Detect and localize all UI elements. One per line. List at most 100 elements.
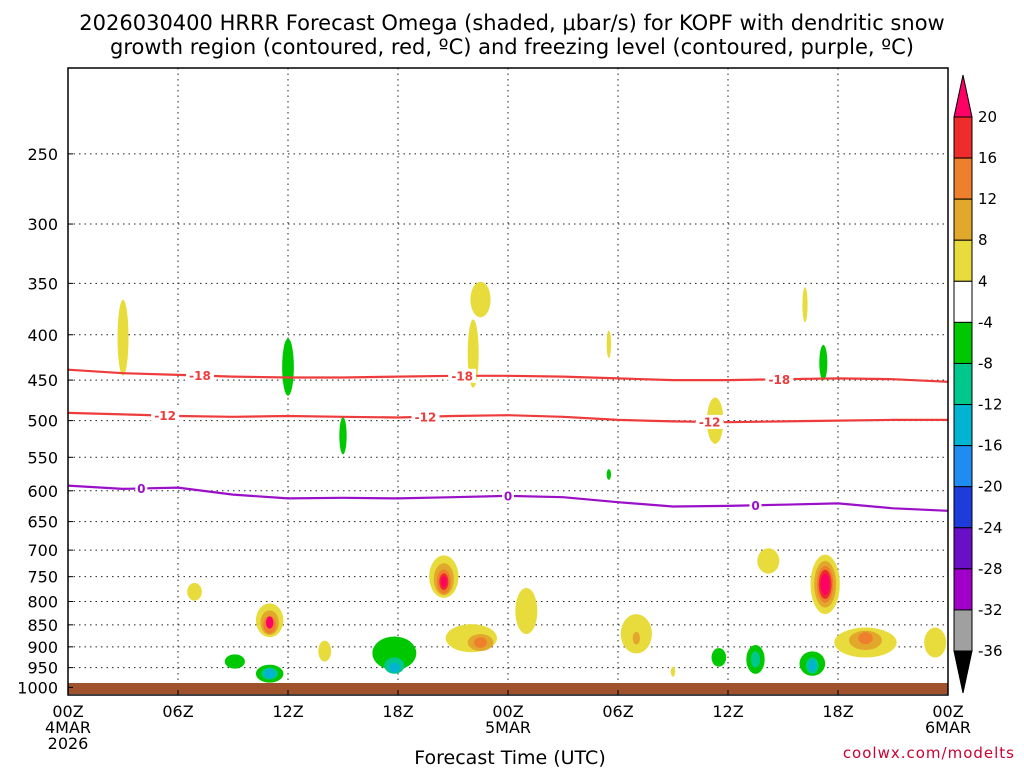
colorbar-bin-7 [953, 404, 973, 447]
chart-title-line-1: 2026030400 HRRR Forecast Omega (shaded, … [79, 11, 944, 35]
omega-region-27 [441, 575, 447, 588]
omega-region-18 [264, 668, 276, 679]
colorbar-tick-1: 16 [978, 149, 997, 167]
omega-region-41 [808, 659, 816, 672]
contour-layer: -18 -18 -18 -12 -12 -12 0 0 0 [67, 368, 949, 513]
colorbar-tick-11: -28 [978, 560, 1003, 578]
omega-region-9 [819, 344, 828, 381]
omega-region-22 [388, 662, 400, 673]
x-tick-label-36-0: 12Z [712, 702, 743, 721]
omega-region-5 [606, 330, 612, 358]
contour-label-dendritic-bottom-0: -12 [154, 409, 176, 423]
chart-title-line-2: growth region (contoured, red, ºC) and f… [110, 35, 914, 59]
omega-region-1 [282, 338, 294, 396]
x-tick-label-0-1: 4MAR [45, 718, 91, 737]
omega-region-15 [266, 616, 274, 629]
y-tick-label-500: 500 [27, 412, 58, 431]
colorbar-bin-5 [953, 321, 973, 364]
omega-region-50 [924, 627, 947, 658]
y-tick-label-800: 800 [27, 593, 58, 612]
contour-label-dendritic-top-2: -18 [768, 373, 790, 387]
y-tick-label-300: 300 [27, 215, 58, 234]
omega-region-2 [339, 417, 347, 455]
colorbar-bin-3 [953, 239, 973, 282]
omega-region-37 [750, 651, 761, 668]
colorbar-tick-12: -32 [978, 601, 1003, 619]
colorbar-tick-2: 12 [978, 190, 997, 208]
colorbar-bin-9 [953, 486, 973, 529]
colorbar-bin-12 [953, 609, 973, 652]
x-tick-label-24-0: 00Z [492, 702, 523, 721]
x-tick-label-0-2: 2026 [48, 734, 89, 753]
omega-region-31 [515, 587, 538, 635]
colorbar-bin-0 [953, 116, 973, 159]
x-tick-label-48-1: 6MAR [925, 718, 971, 737]
colorbar-bin-6 [953, 362, 973, 406]
contour-label-freezing-level-2: 0 [751, 499, 759, 513]
y-tick-label-900: 900 [27, 638, 58, 657]
omega-region-38 [757, 548, 780, 574]
credit-text: coolwx.com/modelts [843, 744, 1015, 762]
contour-label-bg-dendritic-top-1 [448, 368, 477, 383]
colorbar-tick-13: -36 [978, 642, 1003, 660]
omega-region-20 [372, 636, 417, 670]
x-tick-label-18-0: 18Z [382, 702, 413, 721]
contour-label-dendritic-top-1: -18 [451, 369, 473, 383]
contour-label-bg-dendritic-bottom-2 [695, 414, 724, 429]
colorbar-tick-0: 20 [978, 108, 997, 126]
contour-label-bg-freezing-level-2 [749, 498, 762, 513]
y-tick-label-650: 650 [27, 513, 58, 532]
omega-region-30 [474, 637, 487, 648]
omega-region-8 [802, 287, 808, 323]
x-tick-label-24-1: 5MAR [485, 718, 531, 737]
contour-label-dendritic-top-0: -18 [189, 369, 211, 383]
colorbar-tick-7: -12 [978, 396, 1003, 414]
omega-region-4 [470, 281, 491, 318]
y-tick-label-750: 750 [27, 568, 58, 587]
omega-region-19 [318, 640, 332, 662]
y-tick-label-700: 700 [27, 541, 58, 560]
omega-region-35 [711, 648, 727, 667]
colorbar-top-arrow [953, 74, 973, 118]
colorbar-bin-1 [953, 157, 973, 200]
colorbar-bin-2 [953, 198, 973, 241]
y-tick-label-600: 600 [27, 482, 58, 501]
x-tick-label-48-0: 00Z [932, 702, 963, 721]
x-tick-label-42-0: 18Z [822, 702, 853, 721]
x-tick-label-0-0: 00Z [52, 702, 83, 721]
colorbar-tick-4: 4 [978, 272, 988, 290]
contour-label-bg-dendritic-top-2 [765, 372, 794, 387]
contour-label-dendritic-bottom-1: -12 [415, 410, 437, 424]
omega-region-46 [820, 573, 830, 596]
contour-label-bg-freezing-level-1 [502, 488, 514, 503]
y-tick-label-350: 350 [27, 274, 58, 293]
colorbar-bin-11 [953, 568, 973, 611]
colorbar-tick-6: -8 [978, 354, 993, 372]
y-tick-label-550: 550 [27, 448, 58, 467]
y-tick-label-1000: 1000 [17, 678, 58, 697]
colorbar-tick-9: -20 [978, 478, 1003, 496]
contour-dendritic-top [67, 368, 949, 383]
contour-label-bg-dendritic-bottom-0 [151, 408, 180, 423]
omega-region-49 [858, 632, 873, 645]
omega-region-10 [187, 582, 202, 601]
contour-label-dendritic-bottom-2: -12 [699, 415, 721, 429]
contour-label-bg-dendritic-bottom-1 [411, 409, 440, 424]
colorbar: 20 16 12 8 4 -4 -8 -12 -16 -20 -24 -28 -32 -36 [953, 74, 1003, 694]
colorbar-tick-8: -16 [978, 437, 1003, 455]
x-tick-label-12-0: 12Z [272, 702, 303, 721]
omega-shading-layer [117, 281, 947, 683]
colorbar-bin-4 [953, 280, 973, 323]
y-tick-label-850: 850 [27, 616, 58, 635]
contour-label-freezing-level-1: 0 [504, 489, 512, 503]
omega-region-6 [606, 469, 612, 480]
x-tick-label-30-0: 06Z [602, 702, 633, 721]
colorbar-bin-8 [953, 445, 973, 488]
omega-region-11 [224, 654, 245, 669]
y-axis-ticks: 250 300 350 400 450 500 550 600 650 700 750 800 850 9… [17, 145, 73, 697]
y-tick-label-950: 950 [27, 659, 58, 678]
omega-region-34 [670, 666, 676, 677]
ground-layer [68, 683, 948, 694]
